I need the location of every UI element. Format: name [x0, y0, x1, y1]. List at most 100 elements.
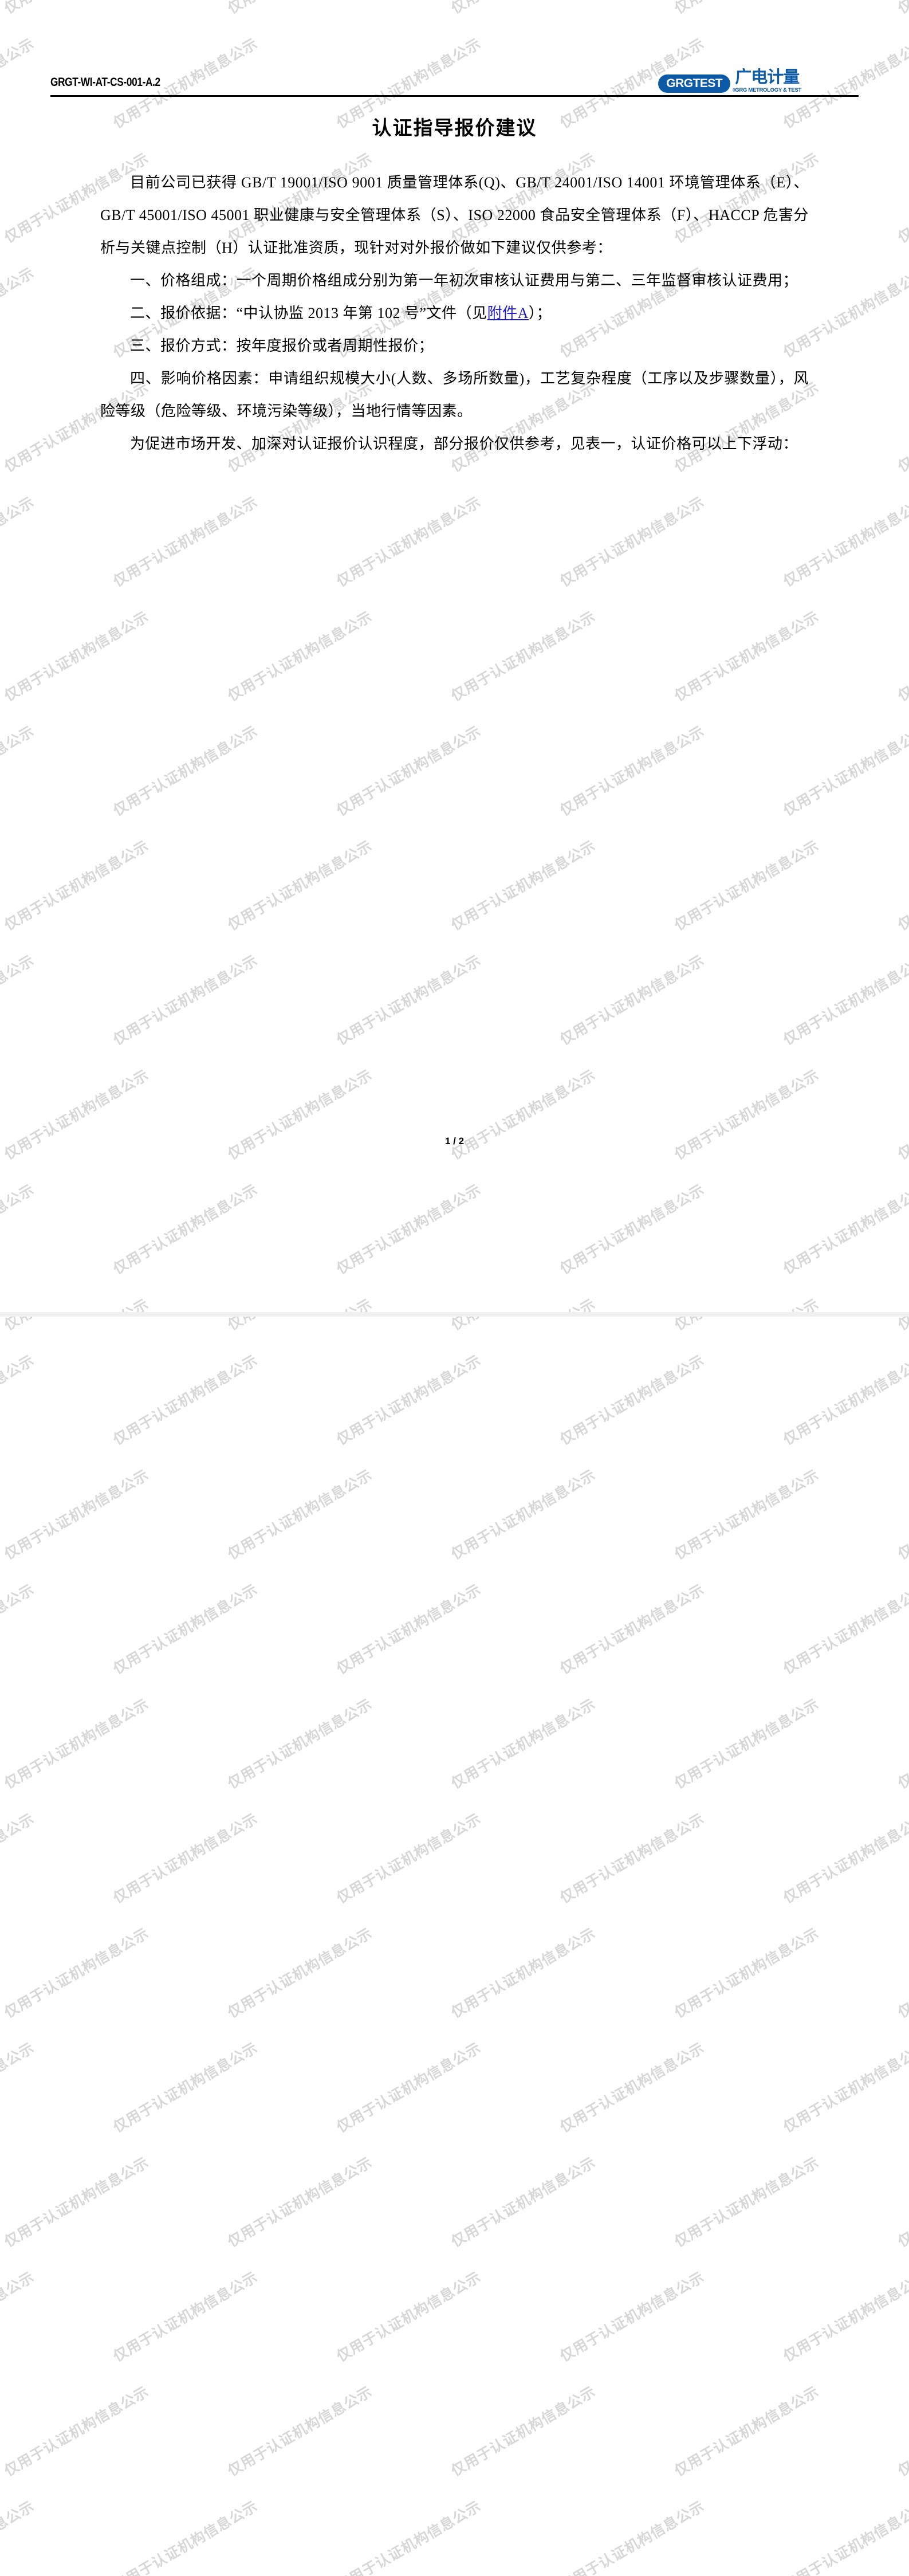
watermark-text: 仅用于认证机构信息公示 — [0, 1581, 37, 1678]
watermark-text: 仅用于认证机构信息公示 — [0, 2040, 37, 2136]
watermark-text: 仅用于认证机构信息公示 — [111, 2040, 261, 2136]
watermark-text: 仅用于认证机构信息公示 — [334, 2498, 484, 2576]
watermark-text: 仅用于认证机构信息公示 — [557, 494, 707, 590]
brand-text: 广电计量 GRG METROLOGY & TEST — [735, 69, 801, 93]
watermark-text: 仅用于认证机构信息公示 — [0, 1293, 152, 1312]
watermark-text: 仅用于认证机构信息公示 — [2, 2154, 152, 2251]
watermark-text: 仅用于认证机构信息公示 — [557, 2040, 707, 2136]
grgtest-badge-icon: GRGTEST ® — [658, 74, 736, 93]
watermark-text: 仅用于认证机构信息公示 — [0, 494, 37, 590]
watermark-text: 仅用于认证机构信息公示 — [0, 952, 37, 1049]
watermark-text: 仅用于认证机构信息公示 — [334, 2269, 484, 2365]
page-title: 认证指导报价建议 — [372, 118, 537, 139]
watermark-text: 仅用于认证机构信息公示 — [225, 1696, 375, 1792]
watermark-text: 仅用于认证机构信息公示 — [448, 2383, 599, 2480]
document-header: GRGT-WI-AT-CS-001-A.2 GRGTEST ® 广电计量 GRG… — [50, 55, 859, 96]
watermark-text: 仅用于认证机构信息公示 — [672, 1467, 822, 1563]
paragraph-item-1: 一、价格组成：一个周期价格组成分别为第一年初次审核认证费用与第二、三年监督审核认… — [130, 272, 798, 289]
watermark-text: 仅用于认证机构信息公示 — [111, 952, 261, 1049]
watermark-text: 仅用于认证机构信息公示 — [895, 608, 909, 705]
item2-suffix: ）； — [528, 305, 552, 321]
watermark-text: 仅用于认证机构信息公示 — [225, 1925, 375, 2021]
watermark-text: 仅用于认证机构信息公示 — [670, 0, 823, 18]
watermark-text: 仅用于认证机构信息公示 — [225, 1467, 375, 1563]
watermark-text: 仅用于认证机构信息公示 — [448, 1925, 599, 2021]
watermark-text: 仅用于认证机构信息公示 — [447, 1317, 599, 1334]
watermark-text: 仅用于认证机构信息公示 — [895, 1067, 909, 1163]
watermark-text: 仅用于认证机构信息公示 — [557, 1181, 707, 1278]
watermark-text: 仅用于认证机构信息公示 — [895, 150, 909, 246]
watermark-text: 仅用于认证机构信息公示 — [557, 1352, 707, 1448]
watermark-text: 仅用于认证机构信息公示 — [2, 2383, 152, 2480]
watermark-text: 仅用于认证机构信息公示 — [2, 1067, 152, 1163]
document-body: 目前公司已获得 GB/T 19001/ISO 9001 质量管理体系(Q)、GB… — [100, 166, 809, 460]
watermark-text: 仅用于认证机构信息公示 — [0, 1317, 152, 1334]
watermark-text: 仅用于认证机构信息公示 — [670, 1293, 823, 1312]
watermark-text: 仅用于认证机构信息公示 — [672, 838, 822, 934]
document-page-1: 仅用于认证机构信息公示 仅用于认证机构信息公示 仅用于认证机构信息公示 仅用于认证机构… — [0, 0, 909, 1312]
watermark-text: 仅用于认证机构信息公示 — [672, 1067, 822, 1163]
watermark-text: 仅用于认证机构信息公示 — [334, 723, 484, 819]
brand-name-en: GRG METROLOGY & TEST — [735, 87, 801, 93]
watermark-text: 仅用于认证机构信息公示 — [672, 2154, 822, 2251]
watermark-text: 仅用于认证机构信息公示 — [111, 2498, 261, 2576]
watermark-text: 仅用于认证机构信息公示 — [672, 1925, 822, 2021]
watermark-text: 仅用于认证机构信息公示 — [447, 1293, 599, 1312]
watermark-text: 仅用于认证机构信息公示 — [225, 838, 375, 934]
watermark-text: 仅用于认证机构信息公示 — [894, 1293, 909, 1312]
watermark-text: 仅用于认证机构信息公示 — [2, 1467, 152, 1563]
watermark-text: 仅用于认证机构信息公示 — [2, 838, 152, 934]
page-number-1: 1 / 2 — [444, 1136, 465, 1146]
watermark-text: 仅用于认证机构信息公示 — [334, 1811, 484, 1907]
watermark-text: 仅用于认证机构信息公示 — [781, 2040, 909, 2136]
watermark-text: 仅用于认证机构信息公示 — [781, 2269, 909, 2365]
watermark-text: 仅用于认证机构信息公示 — [334, 952, 484, 1049]
brand-logo: GRGTEST ® 广电计量 GRG METROLOGY & TEST — [658, 69, 801, 93]
registered-mark-icon: ® — [732, 88, 736, 93]
watermark-text: 仅用于认证机构信息公示 — [894, 0, 909, 18]
header-divider — [50, 95, 859, 97]
watermark-text: 仅用于认证机构信息公示 — [225, 2383, 375, 2480]
watermark-text: 仅用于认证机构信息公示 — [557, 2498, 707, 2576]
grgtest-badge-text: GRGTEST — [666, 77, 723, 90]
watermark-text: 仅用于认证机构信息公示 — [111, 1581, 261, 1678]
watermark-text: 仅用于认证机构信息公示 — [895, 379, 909, 476]
paragraph-item-3: 三、报价方式：按年度报价或者周期性报价； — [130, 337, 434, 354]
watermark-text: 仅用于认证机构信息公示 — [670, 1317, 823, 1334]
watermark-text: 仅用于认证机构信息公示 — [448, 1696, 599, 1792]
watermark-text: 仅用于认证机构信息公示 — [781, 2498, 909, 2576]
watermark-text: 仅用于认证机构信息公示 — [223, 1317, 376, 1334]
watermark-text: 仅用于认证机构信息公示 — [223, 1293, 376, 1312]
watermark-text: 仅用于认证机构信息公示 — [225, 608, 375, 705]
watermark-text: 仅用于认证机构信息公示 — [0, 0, 152, 18]
watermark-text: 仅用于认证机构信息公示 — [895, 2154, 909, 2251]
watermark-text: 仅用于认证机构信息公示 — [334, 494, 484, 590]
item2-prefix: 二、报价依据：“中认协监 2013 年第 102 号”文件（见 — [130, 305, 487, 321]
watermark-text: 仅用于认证机构信息公示 — [557, 723, 707, 819]
document-page-2: 仅用于认证机构信息公示 仅用于认证机构信息公示 仅用于认证机构信息公示 仅用于认证机构… — [0, 1317, 909, 2576]
watermark-text: 仅用于认证机构信息公示 — [448, 838, 599, 934]
paragraph-closing: 为促进市场开发、加深对认证报价认识程度，部分报价仅供参考，见表一，认证价格可以上… — [130, 435, 798, 452]
watermark-text: 仅用于认证机构信息公示 — [334, 1181, 484, 1278]
watermark-text: 仅用于认证机构信息公示 — [111, 1181, 261, 1278]
watermark-text: 仅用于认证机构信息公示 — [111, 2269, 261, 2365]
watermark-text: 仅用于认证机构信息公示 — [894, 1317, 909, 1334]
watermark-text: 仅用于认证机构信息公示 — [557, 952, 707, 1049]
watermark-text: 仅用于认证机构信息公示 — [448, 1467, 599, 1563]
watermark-text: 仅用于认证机构信息公示 — [0, 723, 37, 819]
watermark-text: 仅用于认证机构信息公示 — [111, 494, 261, 590]
watermark-text: 仅用于认证机构信息公示 — [447, 0, 599, 18]
attachment-a-link[interactable]: 附件A — [487, 305, 529, 321]
watermark-text: 仅用于认证机构信息公示 — [0, 1811, 37, 1907]
watermark-text: 仅用于认证机构信息公示 — [2, 608, 152, 705]
paragraph-item-4: 四、影响价格因素：申请组织规模大小(人数、多场所数量)，工艺复杂程度（工序以及步… — [100, 370, 809, 419]
watermark-text: 仅用于认证机构信息公示 — [0, 1352, 37, 1448]
watermark-text: 仅用于认证机构信息公示 — [334, 1352, 484, 1448]
watermark-text: 仅用于认证机构信息公示 — [895, 838, 909, 934]
watermark-text: 仅用于认证机构信息公示 — [672, 608, 822, 705]
paragraph-item-2: 二、报价依据：“中认协监 2013 年第 102 号”文件（见附件A）； — [100, 297, 809, 329]
watermark-text: 仅用于认证机构信息公示 — [448, 1067, 599, 1163]
watermark-layer-page2: 仅用于认证机构信息公示 仅用于认证机构信息公示 仅用于认证机构信息公示 仅用于认证机构… — [0, 1317, 909, 2576]
page-separator — [0, 1312, 909, 1317]
brand-name-cn: 广电计量 — [735, 68, 800, 87]
